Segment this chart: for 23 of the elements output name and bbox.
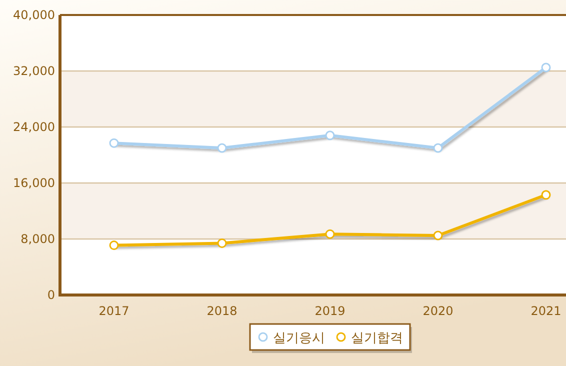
y-tick-label: 0 [47,288,55,302]
y-tick-label: 40,000 [13,8,55,22]
point [217,143,227,153]
point [109,240,119,250]
point [433,230,443,240]
legend-label: 실기응시 [273,331,325,346]
point [325,130,335,140]
point [541,62,551,72]
y-tick-label: 8,000 [20,232,55,246]
point [541,190,551,200]
point [217,238,227,248]
y-tick-label: 16,000 [13,176,55,190]
y-tick-label: 24,000 [13,120,55,134]
x-tick-label: 2019 [314,304,346,318]
x-tick-label: 2017 [98,304,130,318]
point [325,229,335,239]
point [109,138,119,148]
x-tick-label: 2021 [530,304,562,318]
legend-label: 실기합격 [351,331,403,346]
point [433,143,443,153]
x-tick-label: 2018 [206,304,238,318]
x-tick-label: 2020 [422,304,454,318]
y-tick-label: 32,000 [13,64,55,78]
